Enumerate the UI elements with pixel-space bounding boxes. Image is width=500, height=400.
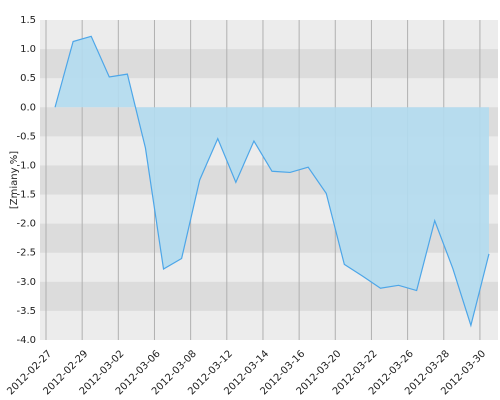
grid-band [40, 281, 498, 311]
y-tick-label: 0.5 [20, 73, 36, 84]
y-tick-label: -1.0 [16, 160, 36, 171]
y-tick-label: -3.5 [16, 306, 36, 317]
y-tick-label: -2.0 [16, 219, 36, 230]
y-tick-label: -2.5 [16, 248, 36, 259]
y-axis-label: [Zmiany %] [9, 151, 20, 209]
y-tick-label: 1.0 [20, 44, 36, 55]
y-tick-label: -4.0 [16, 335, 36, 346]
y-tick-label: -3.0 [16, 277, 36, 288]
line [54, 35, 490, 328]
y-tick-label: -1.5 [16, 190, 36, 201]
y-tick-label: 1.5 [20, 15, 36, 26]
y-tick-label: -0.5 [16, 131, 36, 142]
area [55, 36, 489, 326]
y-tick-label: 0.0 [20, 102, 36, 113]
grid-band [40, 49, 498, 79]
